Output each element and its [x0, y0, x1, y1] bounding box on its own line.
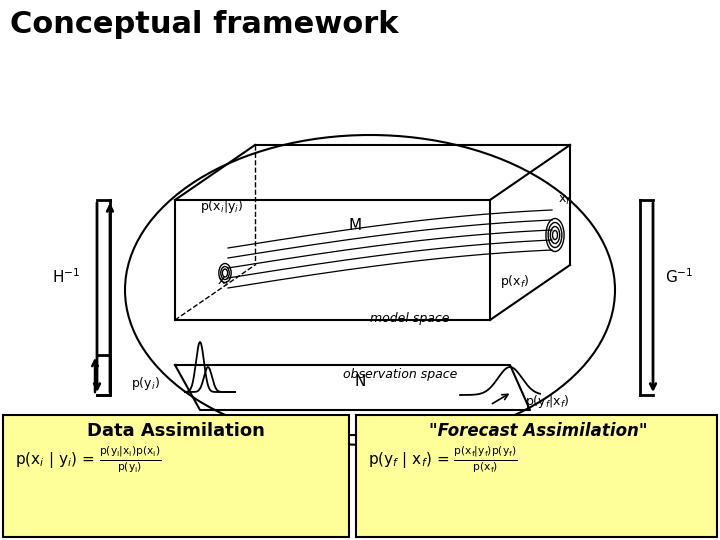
Text: time: time — [386, 437, 414, 450]
Text: G$^{-1}$: G$^{-1}$ — [665, 268, 693, 286]
Text: N: N — [354, 375, 366, 389]
Text: x$_f$: x$_f$ — [558, 193, 572, 206]
Text: observation space: observation space — [343, 368, 457, 381]
FancyBboxPatch shape — [356, 415, 717, 537]
Text: x$_i$: x$_i$ — [217, 275, 229, 288]
Text: Conceptual framework: Conceptual framework — [10, 10, 398, 39]
Text: M: M — [348, 218, 361, 233]
Text: t$_i$: t$_i$ — [189, 438, 201, 457]
Text: p(y$_f$|x$_f$): p(y$_f$|x$_f$) — [525, 394, 570, 410]
Text: p(y$_i$): p(y$_i$) — [131, 375, 160, 392]
FancyBboxPatch shape — [3, 415, 349, 537]
Text: p(y$_f$ | x$_f$) = $\frac{\mathrm{p(x_f | y_f)p(y_f)}}{\mathrm{p(x_f)}}$: p(y$_f$ | x$_f$) = $\frac{\mathrm{p(x_f … — [368, 445, 518, 475]
Text: t$_f$: t$_f$ — [503, 438, 517, 457]
Text: model space: model space — [370, 312, 450, 325]
Text: "Forecast Assimilation": "Forecast Assimilation" — [428, 422, 647, 440]
Text: p(x$_f$): p(x$_f$) — [500, 273, 530, 291]
Text: Data Assimilation: Data Assimilation — [87, 422, 265, 440]
Text: p(x$_i$|y$_i$): p(x$_i$|y$_i$) — [200, 198, 243, 215]
Text: p(x$_i$ | y$_i$) = $\frac{\mathrm{p(y_i | x_i)p(x_i)}}{\mathrm{p(y_i)}}$: p(x$_i$ | y$_i$) = $\frac{\mathrm{p(y_i … — [15, 445, 161, 475]
Text: H$^{-1}$: H$^{-1}$ — [52, 268, 80, 286]
